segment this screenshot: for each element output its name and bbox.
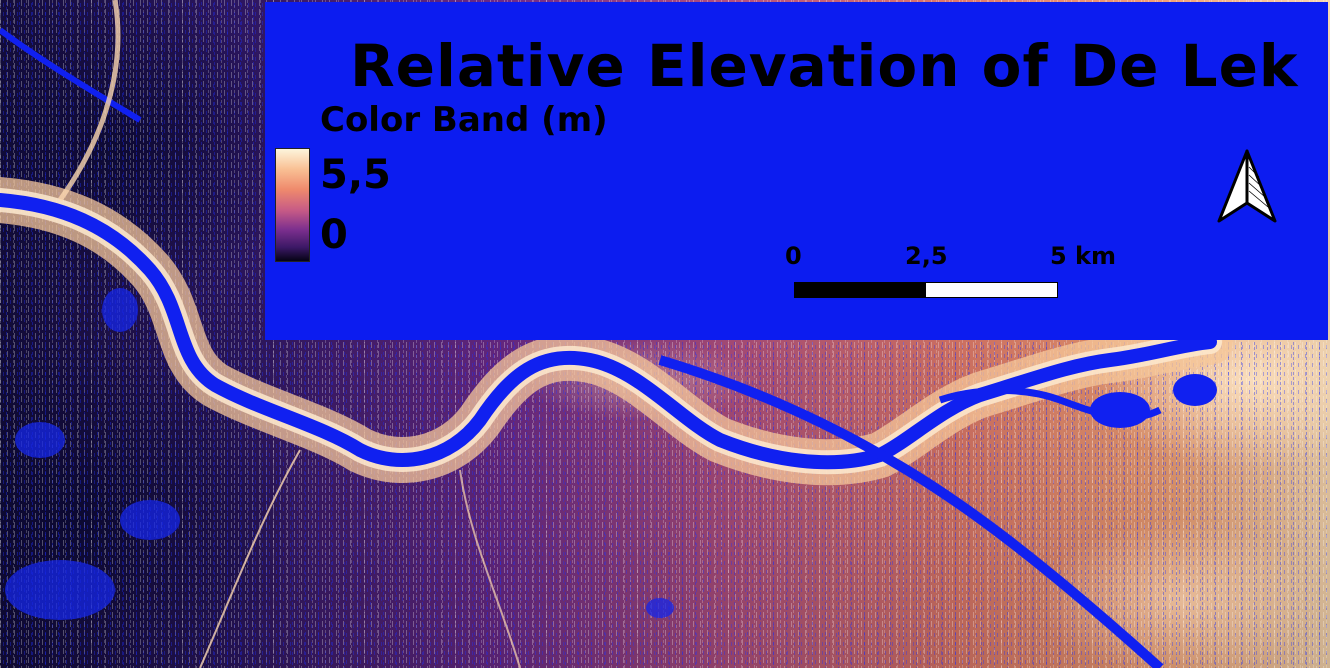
legend-min-label: 0 (320, 212, 348, 258)
scale-bar (794, 282, 1058, 298)
legend-panel: Relative Elevation of De Lek Color Band … (265, 2, 1328, 340)
scale-label-mid: 2,5 (905, 242, 948, 270)
legend-max-label: 5,5 (320, 152, 391, 198)
scale-bar-segment-light (926, 283, 1057, 297)
color-ramp (275, 148, 310, 262)
scale-label-start: 0 (785, 242, 802, 270)
scale-label-end: 5 km (1050, 242, 1117, 270)
map-title: Relative Elevation of De Lek (350, 32, 1299, 100)
legend-band-title: Color Band (m) (320, 100, 608, 140)
scale-bar-segment-dark (795, 283, 926, 297)
north-arrow-icon (1217, 149, 1277, 223)
